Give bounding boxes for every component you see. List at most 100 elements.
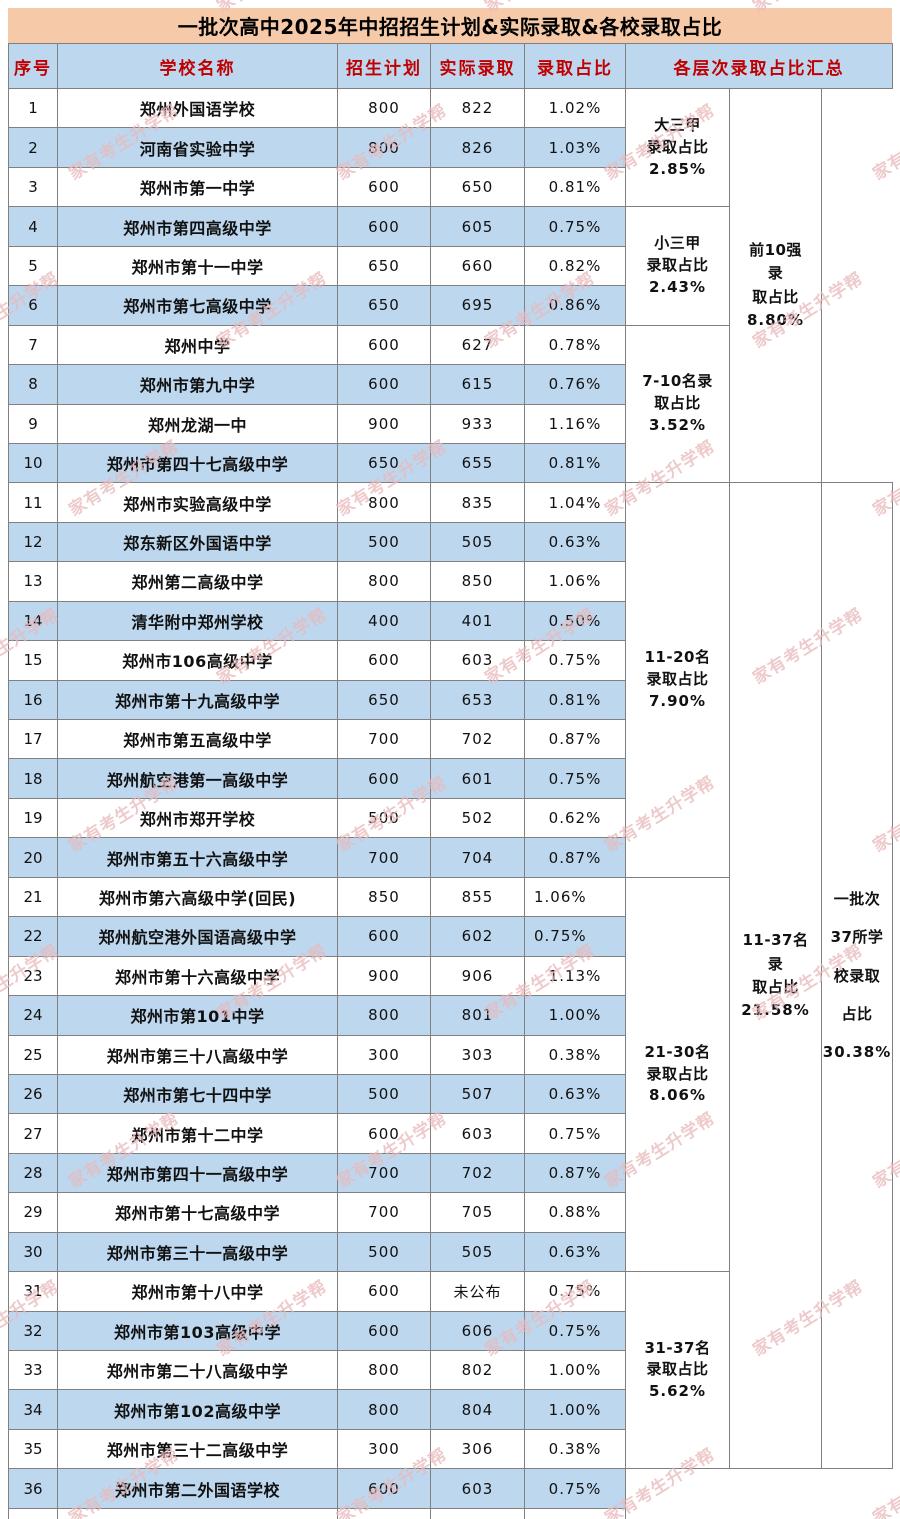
cell-ratio: 0.50% xyxy=(524,600,626,642)
table-row: 31 郑州市第十八中学 600 未公布 0.75% 31-37名 录取占比 5.62% xyxy=(8,1271,893,1470)
table-row: 6 郑州市第七高级中学 650 695 0.86% xyxy=(8,285,893,326)
cell-actual: 826 xyxy=(430,127,525,168)
summary-group-cell: 31-37名 录取占比 5.62% xyxy=(625,1271,730,1470)
summary-group-label: 31-37名 xyxy=(644,1338,711,1357)
cell-plan: 300 xyxy=(337,1428,431,1470)
col-header-summary: 各层次录取占比汇总 xyxy=(624,43,894,89)
table-row: 4 郑州市第四高级中学 600 605 0.75% 小三甲 录取占比 2.43% xyxy=(8,206,893,326)
cell-plan: 700 xyxy=(337,718,431,760)
summary-group-cell: 21-30名 录取占比 8.06% xyxy=(625,876,730,1273)
col-header-school: 学校名称 xyxy=(57,43,338,89)
summary-group-label: 录取占比 xyxy=(646,1064,709,1083)
cell-school-name: 郑州市第十一中学 xyxy=(57,245,338,287)
cell-ratio: 0.75% xyxy=(524,1113,626,1154)
cell-ratio: 1.00% xyxy=(524,995,626,1036)
cell-school-name: 郑州市第五十六高级中学 xyxy=(57,837,338,878)
cell-index: 31 xyxy=(8,1271,58,1312)
cell-school-name: 郑州市第三十二高级中学 xyxy=(57,1428,338,1470)
summary-group-label: 大三甲 xyxy=(654,116,701,135)
summary-group-label: 小三甲 xyxy=(654,234,701,253)
cell-plan: 600 xyxy=(337,916,431,957)
summary-group-value: 3.52% xyxy=(648,415,707,434)
cell-plan: 600 xyxy=(337,758,431,799)
table-row: 9 郑州龙湖一中 900 933 1.16% xyxy=(8,403,893,444)
cell-plan: 900 xyxy=(337,955,431,997)
cell-index: 2 xyxy=(8,127,58,168)
cell-actual: 801 xyxy=(430,995,525,1036)
summary-group-label: 校录取 xyxy=(833,966,881,985)
cell-school-name: 郑州市第三十一高级中学 xyxy=(57,1231,338,1273)
table-row: 25 郑州市第三十八高级中学 300 303 0.38% xyxy=(8,1034,893,1075)
cell-school-name: 郑州市实验高级中学 xyxy=(57,482,338,523)
summary-group-value: 7.90% xyxy=(648,691,707,710)
summary-group-cell: 大三甲 录取占比 2.85% xyxy=(625,87,730,208)
cell-plan: 850 xyxy=(337,876,431,918)
summary-group-cell: 11-20名 录取占比 7.90% xyxy=(625,482,730,878)
table-row: 13 郑州第二高级中学 800 850 1.06% xyxy=(8,561,893,602)
cell-actual: 502 xyxy=(430,797,525,839)
cell-plan: 900 xyxy=(337,403,431,444)
cell-school-name: 郑州中学 xyxy=(57,324,338,366)
cell-index: 6 xyxy=(8,285,58,326)
cell-index: 13 xyxy=(8,561,58,602)
summary-group-value: 30.38% xyxy=(822,1043,892,1062)
cell-ratio: 1.02% xyxy=(524,87,626,129)
cell-index: 35 xyxy=(8,1428,58,1470)
cell-ratio: 0.88% xyxy=(524,1192,626,1233)
cell-plan: 800 xyxy=(337,561,431,602)
table-header-row: 序号 学校名称 招生计划 实际录取 录取占比 各层次录取占比汇总 xyxy=(8,43,894,89)
summary-group-label: 录取占比 xyxy=(646,670,709,689)
summary-group-label: 取占比 xyxy=(752,977,799,996)
cell-school-name: 郑州市第七十四中学 xyxy=(57,1073,338,1115)
cell-actual: 603 xyxy=(430,1468,525,1509)
cell-actual: 602 xyxy=(430,916,525,957)
cell-index: 21 xyxy=(8,876,58,918)
cell-plan: 600 xyxy=(337,206,431,247)
cell-index: 4 xyxy=(8,206,58,247)
table-row: 35 郑州市第三十二高级中学 300 306 0.38% xyxy=(8,1428,893,1470)
cell-ratio: 0.62% xyxy=(524,797,626,839)
cell-index: 36 xyxy=(8,1468,58,1509)
cell-actual: 802 xyxy=(430,1349,525,1391)
cell-index: 16 xyxy=(8,679,58,721)
cell-index: 10 xyxy=(8,442,58,484)
cell-plan: 650 xyxy=(337,245,431,287)
cell-actual: 606 xyxy=(430,1310,525,1352)
cell-index: 23 xyxy=(8,955,58,997)
table-row: 7 郑州中学 600 627 0.78% 7-10名录 取占比 3.52% xyxy=(8,324,893,484)
cell-index: 17 xyxy=(8,718,58,760)
cell-actual: 303 xyxy=(430,1034,525,1075)
cell-school-name: 郑州市第四高级中学 xyxy=(57,206,338,247)
table-row: 1 郑州外国语学校 800 822 1.02% 大三甲 录取占比 2.85% 前10强录取占比 8… xyxy=(8,87,893,484)
cell-actual: 702 xyxy=(430,718,525,760)
cell-index: 11 xyxy=(8,482,58,523)
cell-index: 15 xyxy=(8,640,58,681)
cell-ratio: 0.81% xyxy=(524,166,626,208)
cell-ratio: 0.86% xyxy=(524,285,626,326)
cell-school-name: 郑州市第四十一高级中学 xyxy=(57,1152,338,1194)
cell-actual: 601 xyxy=(430,758,525,799)
cell-school-name: 郑州市第十二中学 xyxy=(57,1113,338,1154)
table-row: 2 河南省实验中学 800 826 1.03% xyxy=(8,127,893,168)
summary-group-label: 7-10名录 xyxy=(642,372,713,391)
cell-ratio: 1.06% xyxy=(524,876,626,918)
cell-plan: 600 xyxy=(337,364,431,405)
cell-school-name: 郑州市第十八中学 xyxy=(57,1271,338,1312)
summary-group-cell: 小三甲 录取占比 2.43% xyxy=(625,206,730,326)
cell-index: 37 xyxy=(8,1507,58,1519)
table-row: 8 郑州市第九中学 600 615 0.76% xyxy=(8,364,893,405)
cell-ratio: 1.16% xyxy=(524,403,626,444)
cell-school-name: 郑州市第十九高级中学 xyxy=(57,679,338,721)
admissions-table: 序号 学校名称 招生计划 实际录取 录取占比 各层次录取占比汇总 1 郑州外国语学… xyxy=(8,43,894,1519)
col-header-ratio: 录取占比 xyxy=(524,43,626,89)
table-row: 36 郑州市第二外国语学校 600 603 0.75% xyxy=(8,1468,893,1509)
cell-index: 20 xyxy=(8,837,58,878)
summary-group-label: 21-30名 xyxy=(644,1042,711,1061)
cell-school-name: 郑州市郑开学校 xyxy=(57,797,338,839)
cell-index: 18 xyxy=(8,758,58,799)
cell-plan: 800 xyxy=(337,1389,431,1430)
cell-index: 26 xyxy=(8,1073,58,1115)
cell-actual: 650 xyxy=(430,166,525,208)
table-row: 32 郑州市第103高级中学 600 606 0.75% xyxy=(8,1310,893,1352)
